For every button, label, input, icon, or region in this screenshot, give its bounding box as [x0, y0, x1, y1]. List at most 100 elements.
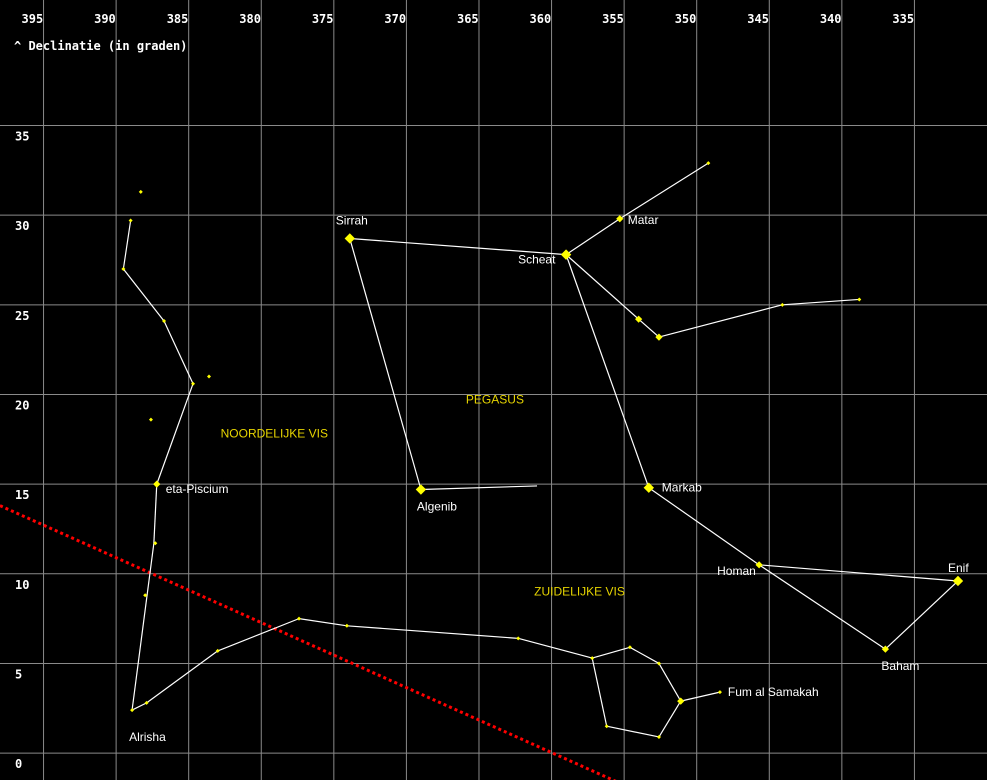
y-tick-label: 10 — [15, 578, 29, 592]
constellation-line — [680, 691, 721, 702]
star-marker — [616, 215, 624, 223]
star-marker — [635, 315, 643, 323]
star-label: Baham — [881, 659, 919, 673]
star-label: eta-Piscium — [166, 482, 229, 496]
star-label: Algenib — [417, 500, 457, 514]
x-tick-label: 380 — [239, 12, 261, 26]
constellation-line — [131, 543, 155, 711]
y-tick-label: 5 — [15, 667, 22, 681]
constellation-line — [565, 254, 650, 488]
star-label: Enif — [948, 561, 969, 575]
x-tick-label: 360 — [530, 12, 552, 26]
constellation-line — [131, 702, 147, 711]
star-marker — [344, 233, 356, 244]
constellation-line — [591, 657, 608, 727]
star-marker — [677, 697, 685, 705]
stars — [121, 161, 964, 739]
x-tick-label: 370 — [384, 12, 406, 26]
star-marker — [415, 484, 427, 495]
star-marker — [560, 249, 572, 260]
x-tick-label: 365 — [457, 12, 479, 26]
constellation-line — [298, 618, 347, 627]
x-tick-label: 395 — [22, 12, 44, 26]
constellation-line — [122, 268, 165, 322]
star-marker — [121, 266, 126, 271]
constellation-line — [658, 663, 682, 702]
y-tick-label: 25 — [15, 309, 29, 323]
star-marker — [857, 297, 862, 302]
x-tick-label: 385 — [167, 12, 189, 26]
star-marker — [162, 318, 167, 323]
constellation-line — [217, 618, 300, 652]
y-tick-label: 0 — [15, 757, 22, 771]
star-marker — [655, 333, 663, 341]
constellation-line — [658, 304, 783, 338]
ecliptic — [0, 504, 617, 780]
y-tick-label: 35 — [15, 130, 29, 144]
star-label: Matar — [628, 213, 659, 227]
star-marker — [881, 645, 889, 653]
constellation-label: ZUIDELIJKE VIS — [534, 584, 625, 598]
star-marker — [144, 700, 149, 705]
star-marker — [627, 645, 632, 650]
star-marker — [590, 656, 595, 661]
y-tick-label: 30 — [15, 219, 29, 233]
constellation-line — [153, 484, 158, 544]
star-marker — [604, 724, 609, 729]
star-marker — [153, 480, 161, 488]
star-marker — [148, 417, 153, 422]
star-marker — [143, 593, 148, 598]
star-marker — [717, 690, 722, 695]
star-marker — [128, 218, 133, 223]
constellation-line — [518, 637, 593, 659]
star-label: Markab — [662, 481, 702, 495]
constellation-line — [349, 238, 422, 490]
star-marker — [643, 482, 655, 493]
constellation-line — [619, 162, 709, 220]
star-marker — [516, 636, 521, 641]
star-label: Homan — [717, 564, 756, 578]
constellation-line — [565, 254, 640, 320]
star-marker — [656, 661, 661, 666]
star-marker — [215, 648, 220, 653]
constellation-line — [349, 237, 567, 256]
star-marker — [207, 374, 212, 379]
constellation-line — [782, 298, 860, 306]
x-tick-label: 350 — [675, 12, 697, 26]
star-label: Scheat — [518, 253, 556, 267]
star-label: Alrisha — [129, 730, 166, 744]
constellation-line — [565, 218, 621, 256]
y-tick-label: 15 — [15, 488, 29, 502]
star-marker — [191, 381, 196, 386]
star-marker — [344, 623, 349, 628]
constellation-label: PEGASUS — [466, 392, 524, 406]
constellation-line — [758, 564, 886, 650]
constellation-line — [156, 383, 194, 485]
star-marker — [780, 302, 785, 307]
constellation-line — [759, 564, 959, 582]
constellation-label: NOORDELIJKE VIS — [221, 427, 328, 441]
axis-ticks: 395 390 385 380 375 370 365 360 355 350 345 340 3350… — [15, 12, 914, 771]
constellation-line — [638, 318, 660, 338]
constellation-line — [606, 725, 660, 738]
x-tick-label: 340 — [820, 12, 842, 26]
star-label: Fum al Samakah — [728, 685, 819, 699]
constellation-line — [648, 487, 760, 566]
x-tick-label: 390 — [94, 12, 116, 26]
labels: Sirrah Scheat Matar Markab Algenib Homan Enif B… — [129, 213, 969, 744]
y-tick-label: 20 — [15, 398, 29, 412]
star-marker — [952, 575, 964, 587]
constellation-line — [658, 700, 682, 738]
constellation-line — [346, 625, 519, 639]
constellation-line — [163, 320, 194, 384]
star-marker — [755, 561, 763, 569]
x-tick-label: 355 — [602, 12, 624, 26]
constellation-line — [122, 220, 132, 270]
constellation-line — [146, 650, 219, 704]
ecliptic-line — [0, 504, 617, 780]
star-marker — [153, 541, 158, 546]
x-tick-label: 335 — [892, 12, 914, 26]
